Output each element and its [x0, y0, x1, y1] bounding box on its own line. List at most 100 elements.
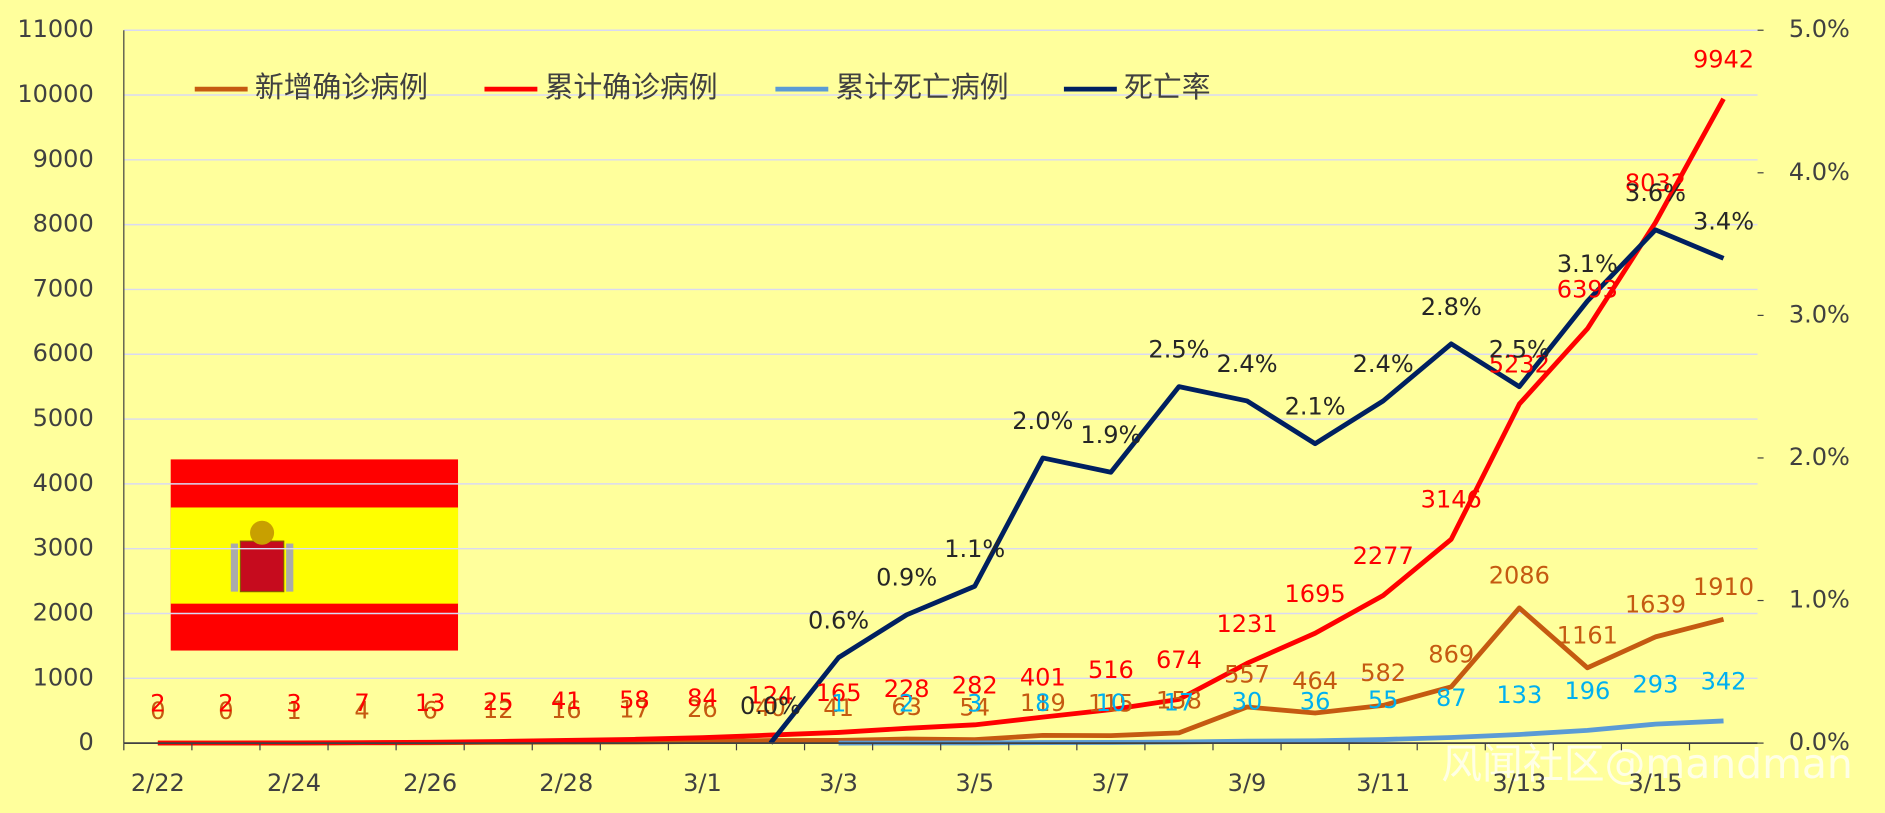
y2-tick-label: 3.0%: [1789, 300, 1850, 328]
data-label: 2.0%: [1012, 407, 1073, 435]
data-label: 516: [1088, 656, 1134, 684]
x-tick-label: 3/11: [1356, 769, 1410, 797]
series-line: [768, 227, 1725, 745]
data-label: 1.1%: [944, 535, 1005, 563]
y-tick-label: 4000: [33, 469, 94, 497]
data-label: 8: [1035, 689, 1050, 717]
data-label: 30: [1232, 688, 1263, 716]
y2-tick-label: 5.0%: [1789, 15, 1850, 43]
data-label: 2: [150, 690, 165, 718]
data-label: 3: [286, 689, 301, 717]
data-label: 55: [1368, 686, 1399, 714]
x-tick-label: 2/22: [131, 769, 185, 797]
data-label: 8032: [1625, 169, 1686, 197]
data-label: 0: [218, 697, 233, 725]
y2-tick-label: 0.0%: [1789, 728, 1850, 756]
data-label: 10: [1096, 689, 1127, 717]
data-label: 557: [1224, 661, 1270, 689]
data-label: 25: [483, 688, 514, 716]
data-label: 196: [1564, 677, 1610, 705]
x-tick-label: 3/13: [1492, 769, 1546, 797]
data-label: 0.6%: [808, 606, 869, 634]
data-label: 0.0%: [740, 692, 801, 720]
data-label: 0: [150, 697, 165, 725]
data-label: 1695: [1285, 580, 1346, 608]
y-tick-label: 3000: [33, 534, 94, 562]
data-label: 1161: [1557, 622, 1618, 650]
y2-tick-label: 1.0%: [1789, 586, 1850, 614]
data-label: 2.8%: [1421, 293, 1482, 321]
data-label: 17: [1164, 689, 1195, 717]
y-tick-label: 9000: [33, 145, 94, 173]
data-label: 342: [1701, 667, 1747, 695]
data-label: 12: [483, 696, 514, 724]
y2-tick-label: 4.0%: [1789, 158, 1850, 186]
legend-label: 累计死亡病例: [836, 70, 1009, 104]
data-label: 1231: [1216, 610, 1277, 638]
data-label: 674: [1156, 646, 1202, 674]
data-label: 13: [415, 689, 446, 717]
data-label: 84: [687, 684, 718, 712]
data-label: 2.5%: [1489, 336, 1550, 364]
x-tick-label: 3/1: [683, 769, 722, 797]
watermark: 风闻社区@mandman: [1441, 740, 1853, 788]
data-label: 165: [816, 679, 862, 707]
flag: [170, 459, 459, 651]
x-tick-label: 2/26: [403, 769, 457, 797]
x-tick-label: 3/3: [819, 769, 858, 797]
y-tick-label: 10000: [17, 80, 93, 108]
x-tick-label: 2/28: [539, 769, 593, 797]
data-label: 54: [959, 693, 990, 721]
data-label: 228: [884, 675, 930, 703]
data-label: 1: [286, 697, 301, 725]
x-tick-label: 3/15: [1628, 769, 1682, 797]
data-label: 1.9%: [1080, 421, 1141, 449]
data-label: 2.4%: [1353, 350, 1414, 378]
data-label: 115: [1088, 689, 1134, 717]
x-tick-label: 3/5: [955, 769, 994, 797]
y-tick-label: 8000: [33, 210, 94, 238]
data-label: 41: [551, 687, 582, 715]
data-label: 6393: [1557, 275, 1618, 303]
data-label: 16: [551, 696, 582, 724]
data-label: 2.1%: [1285, 393, 1346, 421]
data-label: 582: [1360, 659, 1406, 687]
data-label: 0.9%: [876, 564, 937, 592]
data-label: 2086: [1489, 562, 1550, 590]
data-label: 2.5%: [1148, 336, 1209, 364]
x-tick-label: 3/9: [1228, 769, 1267, 797]
data-label: 293: [1633, 671, 1679, 699]
data-label: 1: [831, 690, 846, 718]
data-label: 41: [823, 694, 854, 722]
data-label: 2277: [1353, 542, 1414, 570]
y-tick-label: 0: [78, 728, 93, 756]
data-label: 3.1%: [1557, 250, 1618, 278]
data-label: 3: [967, 689, 982, 717]
x-tick-label: 3/7: [1092, 769, 1131, 797]
data-label: 17: [619, 696, 650, 724]
data-label: 5232: [1489, 351, 1550, 379]
data-label: 3.4%: [1693, 207, 1754, 235]
data-label: 401: [1020, 664, 1066, 692]
y-tick-label: 7000: [33, 274, 94, 302]
data-label: 3.6%: [1625, 179, 1686, 207]
y-tick-label: 5000: [33, 404, 94, 432]
data-label: 87: [1436, 684, 1467, 712]
data-label: 1910: [1693, 573, 1754, 601]
data-label: 869: [1428, 641, 1474, 669]
data-label: 36: [1300, 687, 1331, 715]
data-label: 2: [899, 690, 914, 718]
data-label: 158: [1156, 687, 1202, 715]
data-label: 3146: [1421, 486, 1482, 514]
data-label: 119: [1020, 689, 1066, 717]
data-label: 4: [354, 697, 369, 725]
y-tick-label: 11000: [17, 15, 93, 43]
data-label: 282: [952, 671, 998, 699]
data-label: 9942: [1693, 45, 1754, 73]
data-label: 40: [755, 694, 786, 722]
data-label: 464: [1292, 667, 1338, 695]
data-label: 58: [619, 686, 650, 714]
legend-label: 累计确诊病例: [545, 70, 718, 104]
